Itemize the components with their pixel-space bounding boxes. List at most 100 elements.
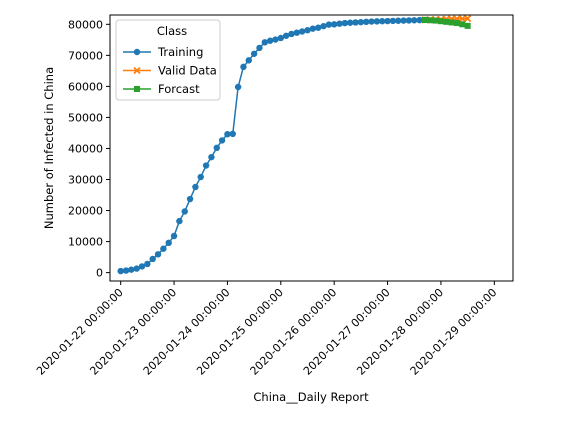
data-point-training: [330, 21, 338, 28]
x-marker-stroke: [133, 66, 141, 75]
data-point-training: [213, 144, 220, 152]
legend-label: Forcast: [158, 82, 200, 96]
data-point-training: [320, 22, 327, 30]
data-point-training: [261, 39, 268, 46]
x-tick-label: 2020-01-26 00:00:00: [248, 286, 340, 378]
data-point-training: [400, 17, 407, 24]
legend-item-training: Training: [123, 45, 203, 59]
data-point-training: [197, 173, 204, 181]
y-tick-label: 30000: [68, 174, 103, 187]
y-tick-label: 0: [96, 267, 103, 280]
x-tick-label: 2020-01-25 00:00:00: [194, 286, 286, 378]
data-point-training: [128, 266, 135, 273]
data-point-training: [229, 130, 236, 138]
data-point-training: [165, 239, 172, 247]
data-point-training: [314, 24, 322, 31]
legend-item-forcast: Forcast: [123, 82, 200, 96]
data-point-training: [266, 37, 274, 44]
legend-marker: [133, 48, 141, 56]
y-tick-label: 60000: [68, 80, 103, 93]
data-point-training: [304, 27, 311, 34]
data-point-forcast: [459, 21, 466, 28]
y-tick-label: 20000: [68, 205, 103, 218]
plot-frame: [109, 14, 514, 282]
x-marker-stroke: [458, 15, 466, 23]
data-point-training: [379, 18, 386, 25]
x-tick-label: 2020-01-27 00:00:00: [301, 286, 393, 378]
data-point-forcast: [453, 20, 460, 27]
series-training: [117, 16, 429, 275]
data-point-training: [363, 18, 370, 26]
data-point-training: [160, 245, 167, 252]
data-point-training: [416, 16, 423, 24]
data-point-training: [245, 57, 252, 64]
data-point-training: [298, 28, 306, 35]
y-axis-ticks: 0 10000 20000 30000 40000 50000 60000 70000 8000…: [68, 18, 110, 280]
legend-item-valid-data: Valid Data: [123, 64, 217, 78]
data-point-training: [234, 83, 242, 91]
data-point-forcast: [432, 17, 439, 24]
x-tick-label: 2020-01-28 00:00:00: [354, 286, 446, 378]
x-tick-label: 2020-01-24 00:00:00: [141, 286, 233, 378]
data-point-training: [240, 63, 247, 71]
series-forcast: [421, 16, 471, 29]
x-tick-label: 2020-01-22 00:00:00: [34, 286, 126, 378]
series-layer: [117, 14, 472, 275]
legend-label: Valid Data: [158, 64, 217, 78]
data-point-training: [411, 17, 418, 24]
data-point-forcast: [421, 16, 428, 23]
data-point-training: [352, 19, 359, 26]
data-point-training: [133, 265, 140, 272]
legend-marker: [133, 66, 141, 75]
data-point-training: [341, 19, 349, 27]
y-axis-label: Number of Infected in China: [42, 67, 56, 229]
data-point-training: [122, 267, 130, 274]
x-axis-label: China__Daily Report: [253, 390, 369, 404]
data-point-training: [218, 137, 226, 144]
data-point-training: [357, 18, 365, 26]
data-point-training: [170, 232, 178, 240]
data-point-training: [192, 183, 199, 191]
data-point-training: [256, 44, 263, 52]
data-point-valid-data: [463, 14, 472, 23]
x-tick-label: 2020-01-29 00:00:00: [408, 286, 500, 378]
data-point-training: [154, 251, 162, 258]
x-tick-label: 2020-01-23 00:00:00: [87, 286, 179, 378]
data-point-training: [293, 29, 301, 36]
y-tick-label: 40000: [68, 142, 103, 155]
data-point-training: [395, 17, 402, 24]
data-point-forcast: [448, 19, 455, 26]
data-point-training: [277, 34, 285, 42]
legend-box: [115, 19, 221, 101]
data-point-training: [250, 50, 258, 57]
data-point-training: [389, 17, 397, 25]
data-point-forcast: [427, 17, 434, 24]
data-point-training: [405, 17, 413, 24]
y-tick-label: 80000: [68, 18, 103, 31]
data-point-training: [176, 217, 183, 225]
data-point-training: [138, 263, 146, 270]
legend-title: Class: [157, 24, 187, 38]
data-point-training: [336, 20, 343, 27]
data-point-forcast: [437, 18, 444, 25]
legend-label: Training: [157, 45, 203, 59]
data-point-training: [181, 208, 188, 215]
x-marker-stroke: [463, 14, 472, 23]
data-point-training: [208, 153, 215, 161]
data-point-forcast: [464, 22, 471, 29]
data-point-training: [149, 255, 156, 263]
y-tick-label: 50000: [68, 111, 103, 124]
data-point-training: [384, 17, 391, 25]
data-point-training: [368, 18, 375, 25]
legend-marker: [134, 86, 140, 92]
data-point-training: [272, 36, 279, 43]
data-point-training: [325, 21, 333, 28]
data-point-training: [117, 267, 124, 275]
y-tick-label: 70000: [68, 49, 103, 62]
data-point-training: [346, 19, 354, 26]
y-tick-label: 10000: [68, 236, 103, 249]
data-point-training: [202, 162, 210, 169]
data-point-forcast: [443, 18, 450, 25]
